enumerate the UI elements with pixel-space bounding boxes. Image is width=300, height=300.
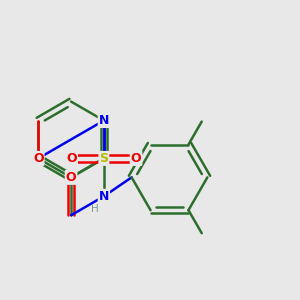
Text: O: O xyxy=(131,152,141,165)
Text: O: O xyxy=(33,152,44,165)
Text: N: N xyxy=(99,114,109,127)
Text: S: S xyxy=(99,152,108,165)
Text: H: H xyxy=(91,205,98,214)
Text: O: O xyxy=(66,171,76,184)
Text: N: N xyxy=(99,190,109,203)
Text: O: O xyxy=(66,152,77,165)
